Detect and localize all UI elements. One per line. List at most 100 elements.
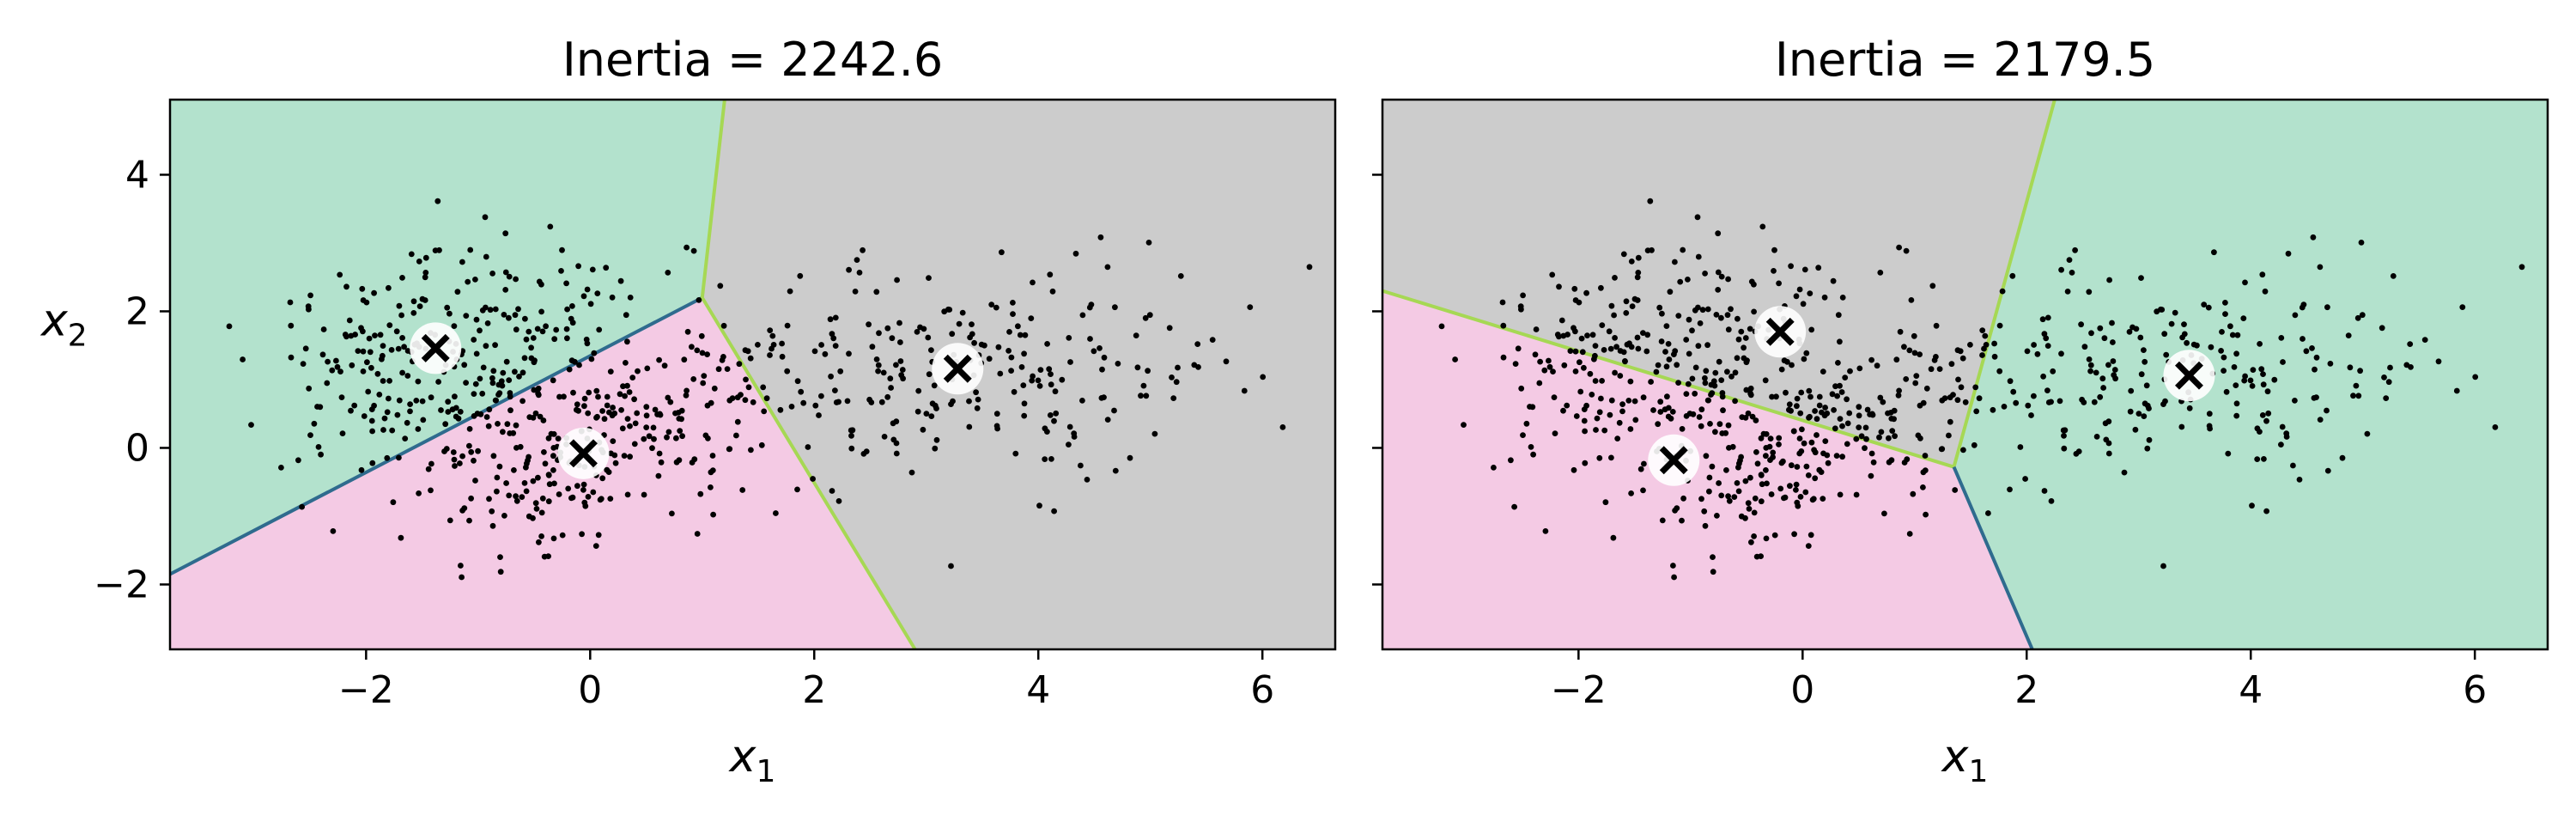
data-point xyxy=(2111,367,2118,373)
data-point xyxy=(2105,450,2112,457)
data-point xyxy=(416,303,423,309)
data-point xyxy=(1815,265,1822,271)
data-point xyxy=(337,271,343,278)
data-point xyxy=(551,480,557,487)
data-point xyxy=(1770,449,1777,456)
data-point xyxy=(581,395,588,402)
data-point xyxy=(2087,362,2094,368)
data-point xyxy=(956,320,963,327)
data-point xyxy=(832,314,839,321)
data-point xyxy=(2254,456,2261,462)
data-point xyxy=(2257,341,2263,347)
data-point xyxy=(489,508,495,514)
data-point xyxy=(1844,441,1850,447)
data-point xyxy=(1803,463,1810,470)
data-point xyxy=(473,316,480,323)
data-point xyxy=(504,421,511,428)
data-point xyxy=(532,410,539,417)
data-point xyxy=(609,294,616,301)
data-point xyxy=(459,574,465,581)
data-point xyxy=(767,327,774,333)
plot-frame xyxy=(168,98,1337,651)
data-point xyxy=(2265,410,2272,417)
data-point xyxy=(1741,355,1747,362)
data-point xyxy=(1138,393,1144,399)
data-point xyxy=(2041,331,2048,338)
data-point xyxy=(2327,361,2334,367)
data-point xyxy=(1724,312,1731,319)
data-point xyxy=(386,378,392,384)
data-point xyxy=(2039,316,2046,323)
data-point xyxy=(451,456,458,463)
data-point xyxy=(2313,394,2319,400)
data-point xyxy=(887,375,894,382)
data-point xyxy=(2128,387,2135,394)
data-point xyxy=(1767,435,1774,441)
data-point xyxy=(654,411,660,417)
data-point xyxy=(444,304,451,311)
data-point xyxy=(574,483,580,490)
data-point xyxy=(1760,430,1767,437)
data-point xyxy=(777,406,784,413)
data-point xyxy=(1177,273,1184,279)
data-point xyxy=(2300,301,2307,307)
data-point xyxy=(2408,364,2414,370)
data-point xyxy=(386,322,393,328)
data-point xyxy=(948,563,954,569)
data-point xyxy=(1018,364,1025,370)
data-point xyxy=(1241,387,1248,394)
data-point xyxy=(1839,423,1845,429)
data-point xyxy=(1529,404,1536,411)
data-point xyxy=(1776,435,1783,441)
data-point xyxy=(333,357,339,364)
data-point xyxy=(1776,280,1783,287)
data-point xyxy=(1028,315,1035,321)
data-point xyxy=(811,348,818,355)
data-point xyxy=(1706,474,1713,481)
data-points xyxy=(1438,198,2525,581)
data-point xyxy=(860,451,867,457)
data-point xyxy=(805,444,811,450)
data-point xyxy=(369,428,375,435)
data-point xyxy=(848,432,854,439)
data-point xyxy=(1771,247,1777,253)
data-point xyxy=(1640,330,1646,336)
data-point xyxy=(1048,456,1054,462)
data-point xyxy=(1623,310,1630,316)
data-point xyxy=(690,376,697,382)
data-point xyxy=(2137,334,2144,341)
data-point xyxy=(800,399,807,406)
data-point xyxy=(472,381,479,387)
data-point xyxy=(701,373,708,379)
data-point xyxy=(434,198,441,204)
data-point xyxy=(651,435,657,442)
data-point xyxy=(689,344,695,350)
data-point xyxy=(2073,451,2080,457)
data-point xyxy=(1591,356,1597,362)
data-point xyxy=(495,421,501,427)
data-point xyxy=(1628,259,1635,265)
data-point xyxy=(1797,410,1804,417)
data-point xyxy=(1051,508,1057,514)
data-point xyxy=(763,395,770,402)
data-point xyxy=(1793,481,1800,488)
data-point xyxy=(1983,342,1990,348)
data-point xyxy=(2259,412,2266,418)
data-point xyxy=(538,509,545,516)
data-point xyxy=(2060,427,2067,434)
data-point xyxy=(2097,325,2104,332)
data-point xyxy=(665,270,671,276)
data-point xyxy=(506,273,513,280)
data-point xyxy=(667,399,674,405)
data-point xyxy=(579,531,585,538)
data-point xyxy=(2354,314,2361,321)
data-point xyxy=(1572,348,1579,355)
data-point xyxy=(627,454,633,460)
data-point xyxy=(1634,274,1641,281)
data-point xyxy=(1647,198,1654,204)
data-point xyxy=(676,457,683,464)
data-point xyxy=(364,359,370,366)
data-point xyxy=(576,362,582,368)
data-point xyxy=(1820,496,1826,502)
centroid-marker-3 xyxy=(932,343,984,395)
